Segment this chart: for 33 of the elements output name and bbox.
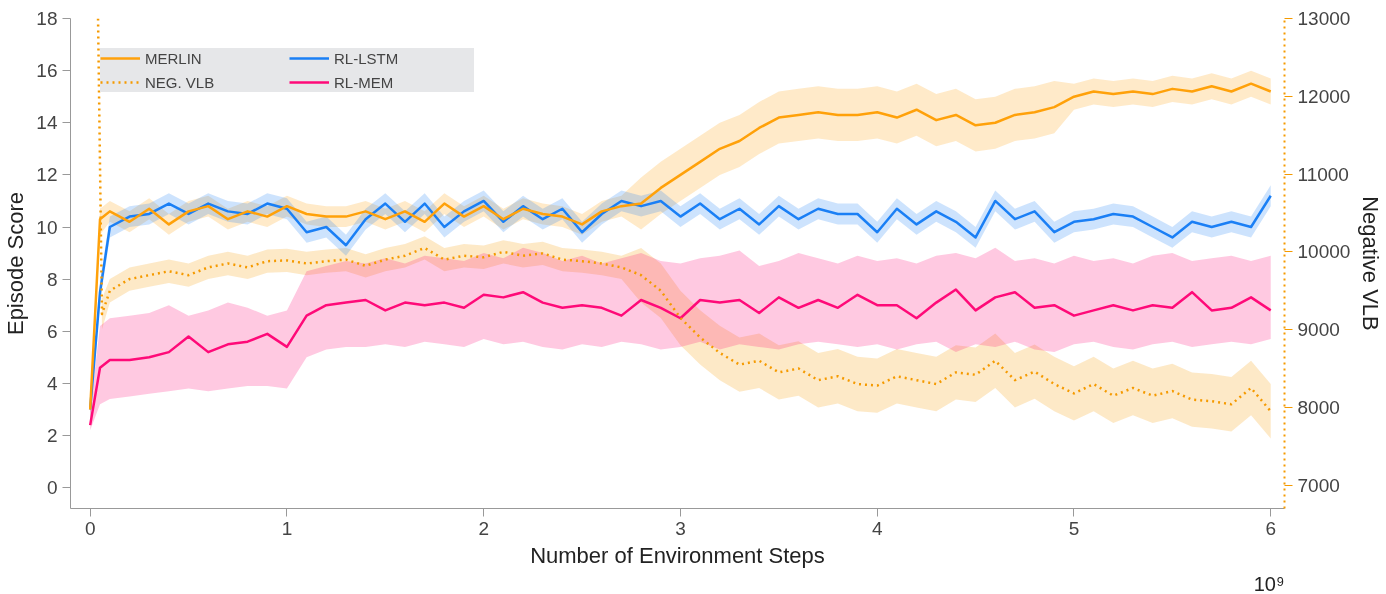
x-axis-title: Number of Environment Steps [530, 542, 825, 568]
y2-tick-label: 8000 [1297, 396, 1340, 418]
x-tick-label: 3 [675, 517, 686, 539]
y2-tick-label: 9000 [1297, 319, 1340, 341]
text: 10⁹ [1253, 572, 1285, 594]
y-tick-label: 10 [36, 216, 58, 238]
y2-tick-label: 7000 [1297, 474, 1340, 496]
y2-tick-label: 13000 [1297, 8, 1351, 29]
y2-axis-title: Negative VLB [1358, 196, 1384, 331]
legend-label: NEG. VLB [145, 73, 216, 91]
x-tick-label: 5 [1068, 517, 1080, 539]
legend-label: MERLIN [145, 49, 203, 67]
y2-tick-label: 11000 [1297, 163, 1349, 185]
y-tick-label: 0 [46, 477, 58, 499]
y-tick-label: 6 [46, 320, 58, 342]
x-tick-label: 2 [478, 517, 489, 539]
y-axis-title: Episode Score [3, 191, 29, 336]
y2-tick-label: 10000 [1297, 241, 1351, 263]
y2-tick-label: 12000 [1297, 85, 1351, 107]
y-tick-label: 4 [46, 372, 58, 394]
legend-label: RL-LSTM [334, 49, 400, 67]
x-tick-label: 1 [281, 517, 293, 539]
y-tick-label: 12 [36, 164, 58, 186]
x-tick-label: 6 [1265, 517, 1277, 539]
y-tick-label: 16 [36, 60, 58, 82]
x-tick-label: 4 [871, 517, 883, 539]
y-tick-label: 2 [46, 425, 58, 447]
x-tick-label: 0 [84, 517, 96, 539]
y-tick-label: 18 [36, 8, 58, 29]
y-tick-label: 14 [36, 112, 58, 134]
legend-label: RL-MEM [334, 73, 395, 91]
y-tick-label: 8 [46, 268, 58, 290]
line-series [88, 288, 1272, 427]
